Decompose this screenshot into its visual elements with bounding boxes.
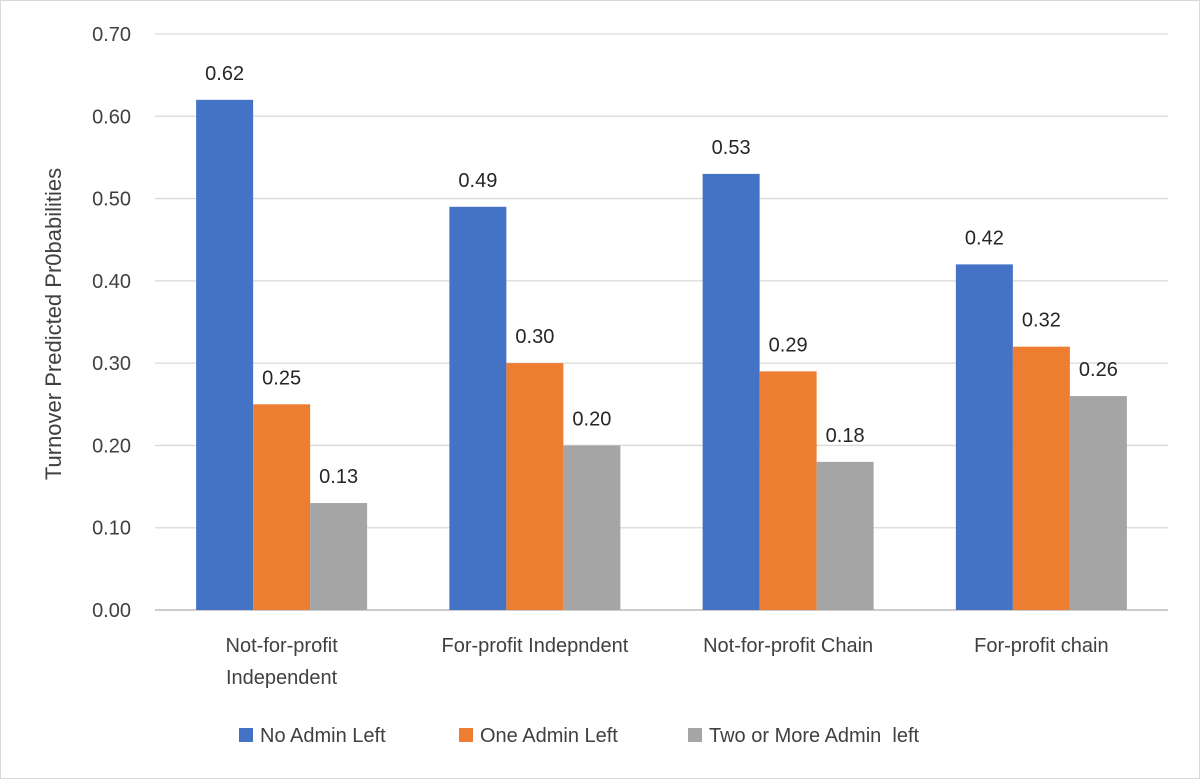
data-label: 0.32 [1022, 310, 1061, 332]
bar [310, 503, 368, 610]
legend-swatch [239, 728, 253, 742]
legend: No Admin Left One Admin Left Two or More A… [239, 725, 920, 747]
bar [955, 264, 1013, 610]
bars [196, 99, 1127, 611]
data-label: 0.53 [712, 137, 751, 159]
bar [196, 99, 254, 610]
y-tick-label: 0.30 [92, 353, 131, 375]
data-label: 0.20 [572, 408, 611, 430]
y-tick-label: 0.40 [92, 271, 131, 293]
legend-swatch [688, 728, 702, 742]
data-label: 0.29 [769, 334, 808, 356]
bar [702, 173, 760, 610]
data-label: 0.26 [1079, 359, 1118, 381]
data-label: 0.18 [826, 425, 865, 447]
data-label: 0.42 [965, 227, 1004, 249]
y-axis-ticks: 0.00 0.10 0.20 0.30 0.40 0.50 0.60 0.70 [92, 24, 131, 622]
bar [506, 363, 564, 610]
bar [253, 404, 311, 610]
legend-swatch [459, 728, 473, 742]
data-labels: 0.62 0.25 0.13 0.49 0.30 0.20 0.53 0.29 0.18 0.42… [205, 63, 1118, 488]
legend-entry: One Admin Left [480, 725, 618, 747]
y-tick-label: 0.10 [92, 518, 131, 540]
bar [563, 445, 621, 610]
x-category-label: Independent [226, 667, 338, 689]
y-tick-label: 0.50 [92, 189, 131, 211]
x-category-label: For-profit Indepndent [441, 635, 628, 657]
bar [1012, 346, 1070, 610]
bar [759, 371, 817, 610]
y-tick-label: 0.60 [92, 106, 131, 128]
data-label: 0.49 [458, 170, 497, 192]
data-label: 0.62 [205, 63, 244, 85]
y-tick-label: 0.00 [92, 600, 131, 622]
y-tick-label: 0.70 [92, 24, 131, 46]
bar [1069, 396, 1127, 610]
x-category-label: Not-for-profit Chain [703, 635, 873, 657]
bar [816, 461, 874, 610]
legend-entry: No Admin Left [260, 725, 386, 747]
y-tick-label: 0.20 [92, 435, 131, 457]
bar [449, 206, 507, 611]
data-label: 0.13 [319, 466, 358, 488]
legend-entry: Two or More Admin left [709, 725, 920, 747]
x-category-label: Not-for-profit [226, 635, 339, 657]
x-axis-categories: Not-for-profit Independent For-profit Inde… [226, 635, 1109, 689]
y-axis-title: Turnover Predicted Pr0babilities [41, 168, 66, 480]
x-category-label: For-profit chain [974, 635, 1109, 657]
data-label: 0.25 [262, 367, 301, 389]
data-label: 0.30 [515, 326, 554, 348]
